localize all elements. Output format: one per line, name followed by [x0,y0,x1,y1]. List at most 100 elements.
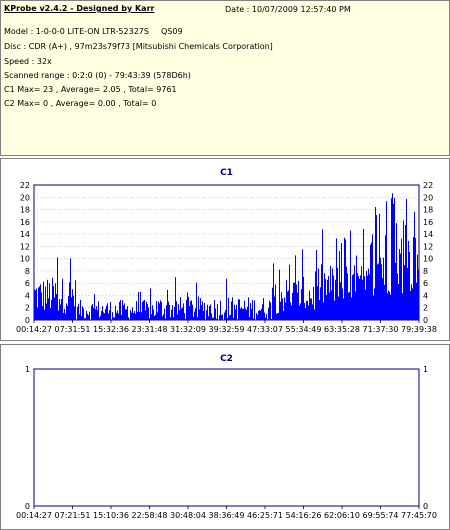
c1-bar [172,305,173,320]
drive-model: Model : 1-0-0-0 LITE-ON LTR-52327S [4,27,149,36]
c1-bar [279,270,280,320]
c1-bar [311,299,312,320]
c1-bar [241,307,242,320]
c1-bar [195,308,196,320]
c1-xtick-label: 79:39:38 [401,325,437,334]
c1-bar [407,268,408,320]
c1-bar [157,312,158,320]
c1-bar [183,303,184,320]
c1-bar [305,308,306,320]
c1-bar [349,292,350,320]
c1-bar [323,302,324,320]
c1-bar [341,243,342,320]
c1-bar [152,305,153,320]
c1-bar [167,290,168,320]
c1-bar [358,276,359,320]
c1-bar [57,257,58,320]
c1-bar [83,308,84,320]
c1-bar [93,308,94,320]
c1-bar [364,276,365,320]
c1-bar [137,312,138,320]
c1-bar [377,265,378,320]
c1-xtick-label: 07:31:51 [55,325,91,334]
c1-bar [80,300,81,320]
c1-bar [59,299,60,320]
c1-bar [187,292,188,320]
c1-bar [401,239,402,320]
c1-bar [268,308,269,320]
c1-xtick-label: 63:35:28 [324,325,360,334]
c1-bar [146,302,147,320]
c1-bar [143,301,144,320]
c1-bar [266,314,267,320]
c1-bar [52,278,53,320]
c1-bar [36,289,37,320]
c1-bar [126,309,127,320]
c1-bar [56,294,57,320]
c1-bar [127,306,128,320]
c1-ytick-right: 0 [423,316,428,325]
c1-bar [114,317,115,320]
c1-bar [280,302,281,320]
c1-bar [148,307,149,320]
scan-speed: Speed : 32x [4,57,52,66]
c1-bar [371,242,372,320]
c1-bar [105,309,106,320]
c1-bar [298,281,299,320]
c1-bar [296,285,297,320]
c1-bar [274,296,275,320]
c1-bar [375,207,376,320]
c1-bar [350,230,351,320]
c1-bar [235,309,236,320]
c1-bar [232,297,233,320]
c1-bar [240,309,241,320]
c1-bar [334,301,335,320]
c1-bar [236,305,237,320]
c1-bar [417,255,418,320]
c1-bar [390,295,391,320]
c1-bar [129,319,130,320]
c2-ytick-left: 1 [25,365,30,374]
c1-bar [60,304,61,320]
c1-bar [193,317,194,320]
c1-bar [233,318,234,320]
c1-bar [174,307,175,320]
c1-bar [77,307,78,320]
c1-bar [353,274,354,320]
c1-bar [299,306,300,320]
c1-bar [231,302,232,320]
c1-xtick-label: 39:32:59 [209,325,245,334]
c1-bar [71,297,72,320]
c1-bar [253,318,254,320]
c1-bar [361,266,362,320]
c1-bar [108,314,109,320]
c1-bar [368,269,369,320]
c1-bar [66,303,67,320]
c2-xtick-label: 54:16:26 [286,511,322,520]
c1-bar [115,306,116,320]
c1-bar [389,292,390,320]
c1-bar [45,287,46,320]
c1-bar [288,290,289,320]
c1-bar [186,300,187,320]
c1-bar [264,313,265,320]
c1-bar [210,304,211,320]
c1-bar [386,201,387,320]
c1-bar [39,286,40,320]
c1-bar [261,309,262,320]
c1-bar [197,317,198,320]
c1-bar [289,265,290,320]
c1-bar [42,306,43,320]
c1-bar [215,309,216,320]
c1-bar [269,301,270,320]
c1-bar [385,235,386,320]
c2-xtick-label: 77:45:70 [401,511,437,520]
c2-summary: C2 Max= 0 , Average= 0.00 , Total= 0 [4,99,156,108]
c1-bar [124,303,125,320]
c1-bar [110,302,111,320]
c1-bar [125,309,126,320]
c1-bar [189,306,190,320]
c1-bar [133,313,134,320]
